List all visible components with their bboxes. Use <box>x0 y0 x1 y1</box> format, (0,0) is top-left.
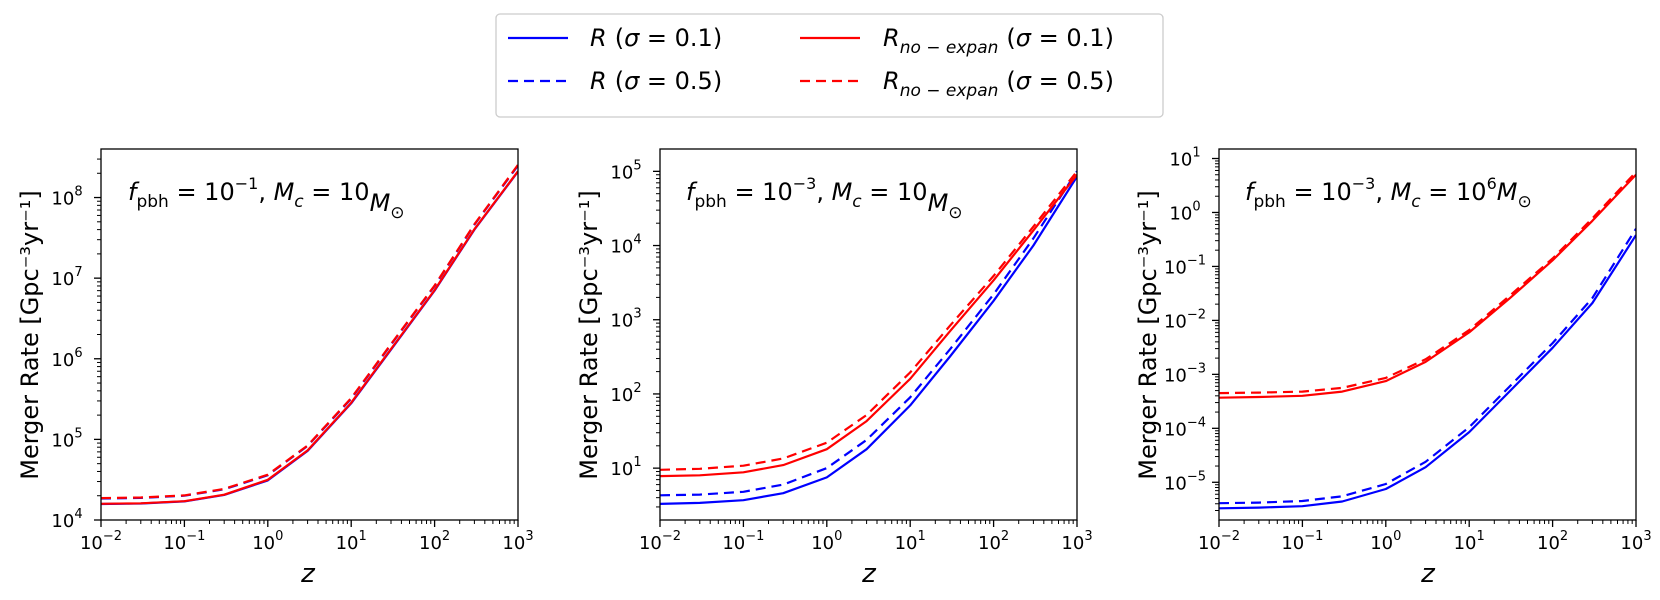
legend-entry: R (σ = 0.1) <box>508 24 722 52</box>
y-tick-label: 10−1 <box>1164 253 1206 278</box>
y-tick-label: 10−4 <box>1164 415 1206 440</box>
y-tick-label: 102 <box>610 381 641 406</box>
plot-area: 10−2 10−1 100 101 102 103 104 105 106 107 108 <box>51 148 534 554</box>
legend-label: Rno − expan (σ = 0.1) <box>883 24 1114 58</box>
x-tick-label: 100 <box>252 529 283 554</box>
series-line <box>101 164 518 500</box>
x-tick-label: 102 <box>419 529 450 554</box>
series-line <box>1219 173 1636 399</box>
panel-annotation: fpbh = 10−3, Mc = 106M⊙ <box>1245 174 1532 212</box>
x-tick-label: 103 <box>1061 529 1092 554</box>
x-tick-label: 101 <box>895 529 926 554</box>
series-group <box>1219 171 1636 510</box>
series-line <box>101 170 518 506</box>
panel-1: 10−2 10−1 100 101 102 103 104 105 106 107 108 fpbh… <box>16 148 534 589</box>
legend-label: Rno − expan (σ = 0.5) <box>883 67 1114 101</box>
legend-entry: R (σ = 0.5) <box>508 67 722 95</box>
x-axis-label: z <box>1420 559 1436 589</box>
y-tick-label: 106 <box>51 346 82 371</box>
y-tick-label: 103 <box>610 307 641 332</box>
panel-3: 10−2 10−1 100 101 102 103 10−5 10−4 10−3 10−2 10−1… <box>1134 146 1652 589</box>
plot-area: 10−2 10−1 100 101 102 103 101 102 103 104 105 <box>610 148 1093 554</box>
y-axis-label: Merger Rate [Gpc⁻³yr⁻¹] <box>1134 190 1162 479</box>
series-line <box>1219 171 1636 395</box>
x-tick-label: 10−1 <box>163 529 205 554</box>
x-tick-label: 102 <box>978 529 1009 554</box>
legend-entry: Rno − expan (σ = 0.5) <box>800 67 1114 101</box>
x-tick-label: 10−2 <box>639 529 681 554</box>
panel-annotation: fpbh = 10−1, Mc = 10M⊙ <box>128 174 405 223</box>
minor-ticks <box>1215 160 1633 524</box>
series-line <box>101 170 518 505</box>
x-tick-label: 10−2 <box>1198 529 1240 554</box>
x-tick-label: 102 <box>1537 529 1568 554</box>
x-tick-label: 100 <box>1370 529 1401 554</box>
panel-2: 10−2 10−1 100 101 102 103 101 102 103 104 105 fpbh… <box>575 148 1093 589</box>
series-group <box>101 164 518 506</box>
y-tick-label: 107 <box>51 265 82 290</box>
y-axis-label: Merger Rate [Gpc⁻³yr⁻¹] <box>16 190 44 479</box>
legend-label: R (σ = 0.1) <box>590 24 722 52</box>
x-tick-label: 10−1 <box>722 529 764 554</box>
series-line <box>1219 234 1636 510</box>
legend: R (σ = 0.1) R (σ = 0.5) Rno − expan (σ = 0.… <box>495 13 1164 118</box>
y-axis-label: Merger Rate [Gpc⁻³yr⁻¹] <box>575 190 603 479</box>
legend-label: R (σ = 0.5) <box>590 67 722 95</box>
series-line <box>660 170 1077 497</box>
x-tick-label: 103 <box>502 529 533 554</box>
y-tick-label: 10−5 <box>1164 469 1206 494</box>
minor-ticks <box>97 158 515 524</box>
plot-frame <box>659 148 1078 521</box>
series-line <box>660 170 1077 471</box>
minor-ticks <box>656 174 1074 524</box>
legend-entry: Rno − expan (σ = 0.1) <box>800 24 1114 58</box>
x-tick-label: 101 <box>1454 529 1485 554</box>
y-tick-label: 104 <box>610 233 641 258</box>
plot-frame <box>100 148 519 521</box>
series-line <box>660 174 1077 478</box>
series-group <box>660 170 1077 505</box>
y-tick-label: 101 <box>1169 146 1200 171</box>
plot-area: 10−2 10−1 100 101 102 103 10−5 10−4 10−3 10−2 10−1… <box>1164 146 1652 554</box>
y-tick-label: 10−3 <box>1164 361 1206 386</box>
x-tick-label: 10−1 <box>1281 529 1323 554</box>
y-tick-label: 105 <box>51 426 82 451</box>
x-axis-label: z <box>861 559 877 589</box>
series-line <box>660 176 1077 505</box>
panel-annotation: fpbh = 10−3, Mc = 10M⊙ <box>686 174 963 223</box>
y-tick-label: 101 <box>610 455 641 480</box>
x-tick-label: 103 <box>1620 529 1651 554</box>
x-axis-label: z <box>300 559 316 589</box>
y-tick-label: 104 <box>51 507 82 532</box>
series-line <box>1219 228 1636 505</box>
y-tick-label: 10−2 <box>1164 307 1206 332</box>
x-tick-label: 101 <box>336 529 367 554</box>
y-tick-label: 105 <box>610 158 641 183</box>
x-tick-label: 100 <box>811 529 842 554</box>
y-tick-label: 100 <box>1169 199 1200 224</box>
x-tick-label: 10−2 <box>80 529 122 554</box>
y-tick-label: 108 <box>51 185 82 210</box>
legend-frame <box>495 13 1164 118</box>
plot-frame <box>1218 148 1637 521</box>
